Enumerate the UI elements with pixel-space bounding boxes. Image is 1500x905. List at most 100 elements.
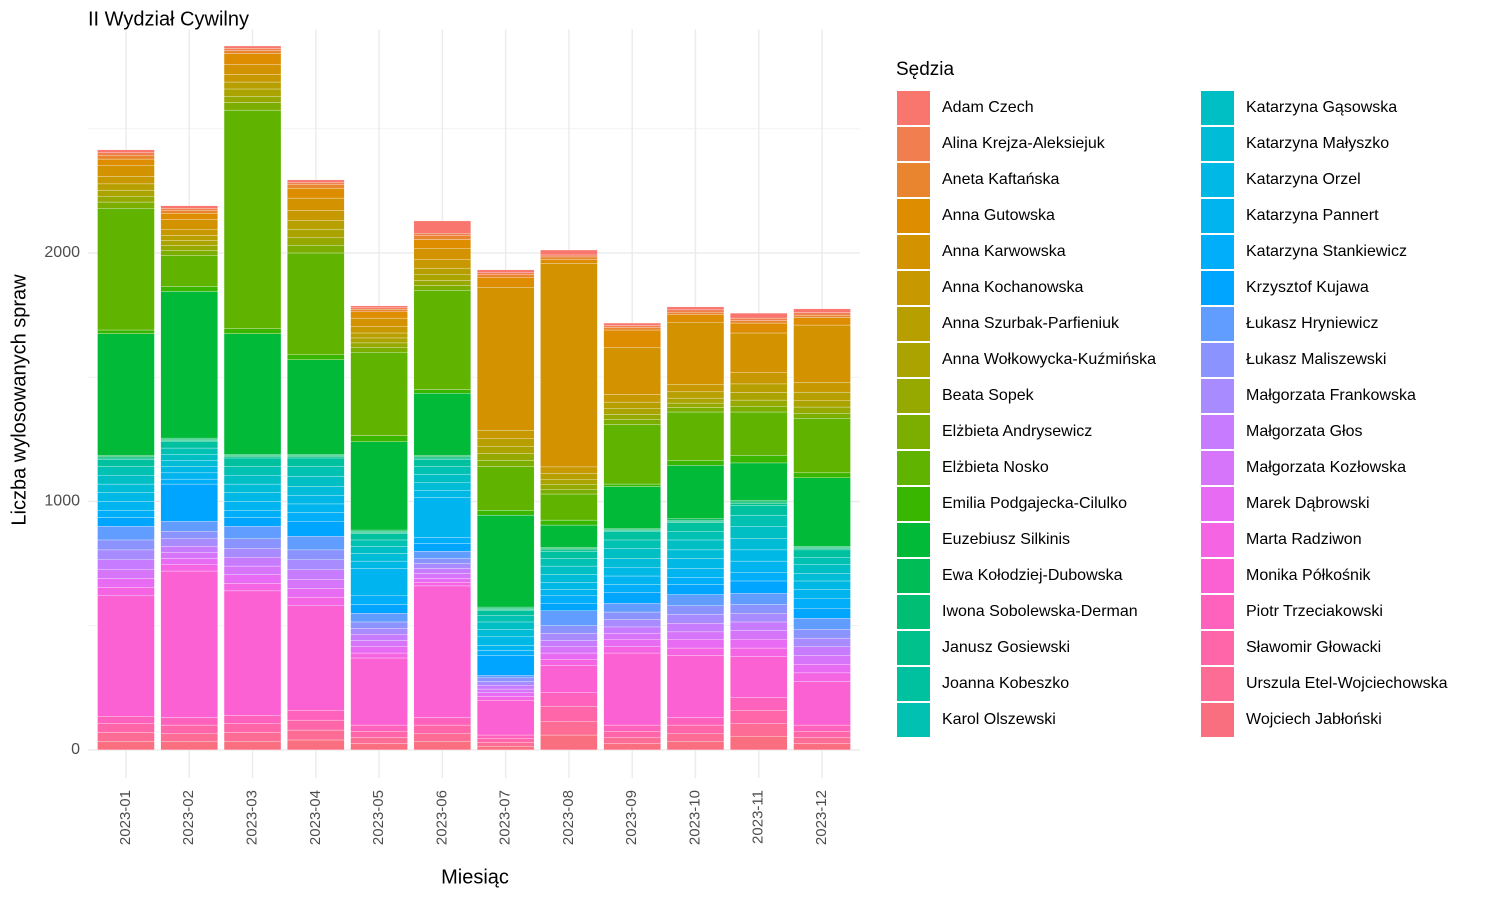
bar-segment	[730, 710, 788, 724]
bar-segment	[477, 610, 535, 616]
legend-swatch	[897, 523, 930, 557]
bar-segment	[477, 514, 535, 608]
bar-segment	[413, 558, 471, 564]
bar-segment	[97, 208, 155, 331]
bar-segment	[540, 734, 598, 751]
bar-segment	[287, 187, 345, 199]
bar-segment	[666, 639, 725, 649]
legend-label: Ewa Kołodziej-Dubowska	[942, 567, 1123, 584]
bar-segment	[287, 466, 345, 477]
legend-swatch	[897, 631, 930, 665]
bar-segment	[350, 317, 408, 327]
bar-segment	[413, 724, 471, 734]
bar-segment	[603, 558, 661, 568]
bar-segment	[350, 533, 408, 541]
bar-segment	[540, 589, 598, 597]
legend-swatch	[897, 595, 930, 629]
bar-segment	[477, 629, 535, 638]
bar-segment	[350, 553, 408, 562]
bar-segment	[413, 733, 471, 742]
bar-segment	[350, 613, 408, 623]
bar-segment	[540, 493, 598, 521]
legend-label: Euzebiusz Silkinis	[942, 531, 1070, 548]
legend-label: Beata Sopek	[942, 387, 1035, 404]
bar-segment	[730, 406, 788, 413]
bar-segment	[540, 565, 598, 575]
legend-label: Katarzyna Orzel	[1246, 171, 1361, 188]
bar-segment	[477, 677, 535, 682]
legend-label: Anna Gutowska	[942, 207, 1055, 224]
x-tick-label: 2023-03	[243, 790, 260, 845]
legend-swatch	[1201, 199, 1234, 233]
bar-segment	[160, 466, 218, 474]
bar-segment	[730, 630, 788, 640]
bar-segment	[793, 413, 851, 419]
bar-segment	[730, 604, 788, 614]
legend-swatch	[897, 667, 930, 701]
bar-segment	[97, 559, 155, 570]
bar-segment	[160, 472, 218, 480]
bar-segment	[793, 308, 851, 313]
bar-segment	[287, 729, 345, 741]
legend-swatch	[1201, 307, 1234, 341]
bar-segment	[793, 477, 851, 547]
bar-segment	[287, 588, 345, 598]
bar-segment	[666, 558, 725, 569]
bar-segment	[666, 741, 725, 751]
bar-segment	[603, 567, 661, 577]
bar-segment	[477, 274, 535, 278]
legend-label: Anna Szurbak-Parfieniuk	[942, 315, 1120, 332]
bar-segment	[287, 710, 345, 721]
bar-segment	[666, 397, 725, 404]
bar-segment	[160, 717, 218, 726]
bar-segment	[160, 741, 218, 751]
bar-segment	[730, 613, 788, 623]
bar-segment	[160, 208, 218, 211]
bar-segment	[477, 738, 535, 743]
bar-segment	[350, 634, 408, 641]
bar-segment	[603, 652, 661, 726]
bar-segment	[160, 531, 218, 539]
bar-segment	[666, 391, 725, 399]
bar-segment	[160, 478, 218, 485]
bar-segment	[223, 88, 282, 97]
bar-segment	[350, 724, 408, 732]
bar-segment	[603, 414, 661, 420]
bar-segment	[603, 724, 661, 732]
bar-segment	[666, 518, 725, 521]
x-tick-label: 2023-12	[813, 790, 830, 845]
bar-segment	[793, 548, 851, 551]
bar-segment	[540, 692, 598, 707]
bar-segment	[666, 594, 725, 606]
bar-segment	[160, 564, 218, 572]
x-tick-label: 2023-11	[750, 790, 767, 844]
bar-segment	[540, 524, 598, 548]
bar-segment	[793, 672, 851, 682]
bar-segment	[540, 547, 598, 549]
bar-segment	[350, 621, 408, 629]
bar-segment	[666, 577, 725, 585]
bar-segment	[413, 717, 471, 726]
bar-segment	[223, 45, 282, 49]
bar-segment	[97, 475, 155, 485]
bar-segment	[730, 572, 788, 582]
bar-segment	[666, 465, 725, 519]
bar-segment	[603, 619, 661, 628]
bar-segment	[97, 183, 155, 191]
bar-segment	[160, 240, 218, 246]
legend-swatch	[897, 415, 930, 449]
legend-swatch	[1201, 451, 1234, 485]
bar-segment	[97, 158, 155, 166]
bar-segment	[287, 252, 345, 355]
bar-segment	[477, 606, 535, 609]
bar-segment	[350, 352, 408, 436]
bar-segment	[413, 582, 471, 587]
bar-segment	[350, 309, 408, 313]
bar-segment	[223, 64, 282, 75]
bar-segment	[603, 731, 661, 738]
bar-segment	[413, 239, 471, 249]
bar-segment	[413, 455, 471, 457]
bar-segment	[540, 249, 598, 256]
bar-segment	[97, 329, 155, 334]
bar-segment	[730, 560, 788, 573]
